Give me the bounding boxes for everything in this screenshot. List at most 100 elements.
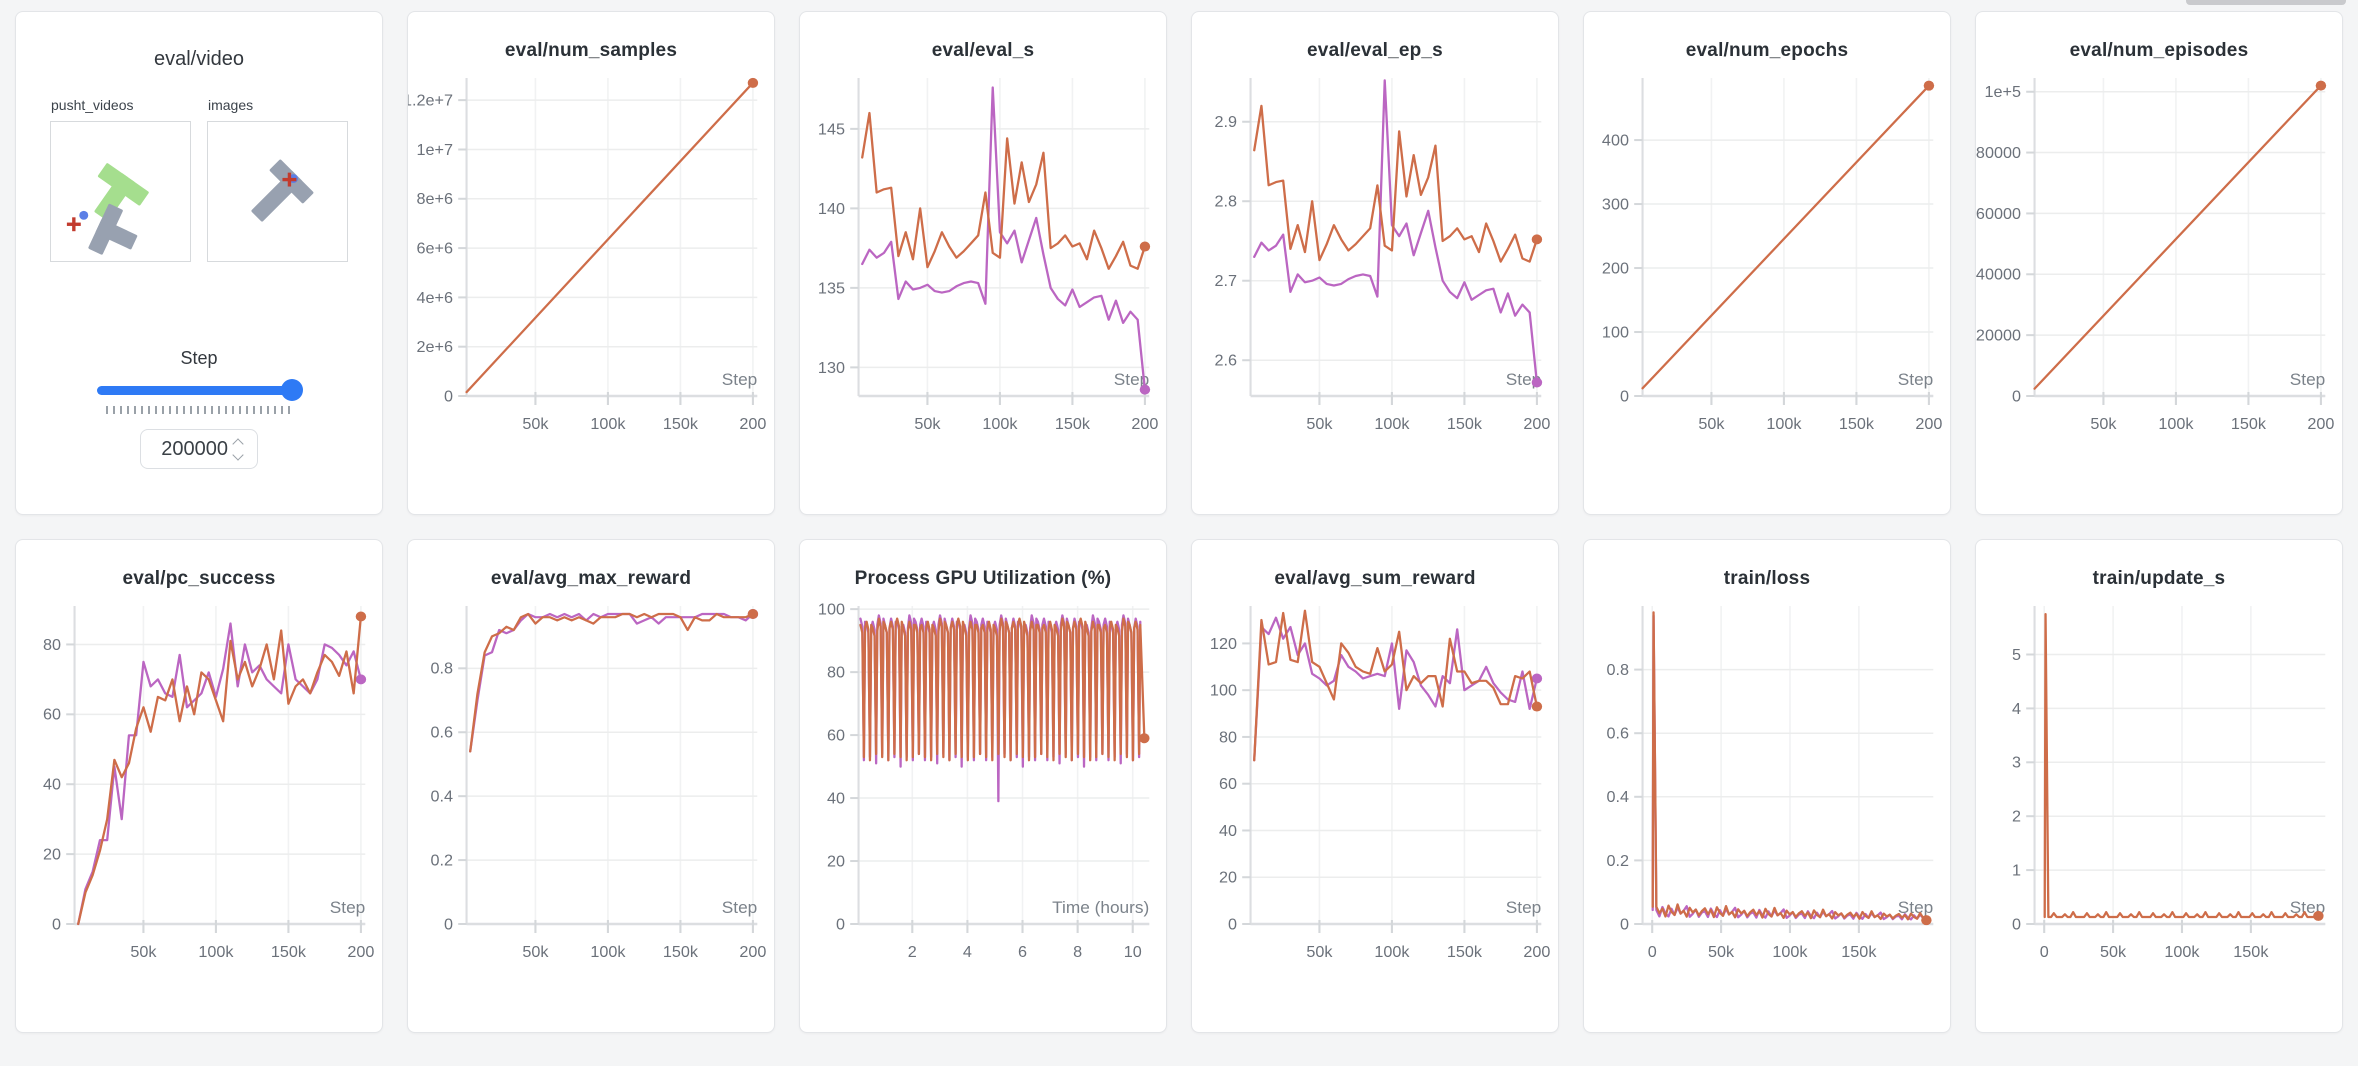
panel-eval-pc-success[interactable]: eval/pc_success 0 20 40 60 80 50k 100k 150k 200 S…: [15, 539, 383, 1033]
step-slider[interactable]: [97, 379, 303, 401]
images-scene-graphic: [251, 159, 314, 222]
svg-text:2.9: 2.9: [1214, 114, 1237, 131]
svg-text:60: 60: [1219, 776, 1237, 793]
svg-text:100: 100: [818, 602, 845, 619]
svg-text:100: 100: [1210, 683, 1237, 700]
svg-text:Step: Step: [1506, 898, 1541, 917]
step-value-input[interactable]: [156, 437, 228, 461]
step-input-box[interactable]: [140, 429, 258, 469]
panel-eval-eval-s[interactable]: eval/eval_s 130 135 140 145 50k 100k 150k 200 St…: [799, 11, 1167, 515]
svg-text:0.4: 0.4: [430, 789, 453, 806]
pusht-scene-graphic: [66, 163, 149, 255]
svg-text:150k: 150k: [1839, 416, 1874, 433]
chart-title: eval/eval_ep_s: [1307, 40, 1443, 61]
svg-text:80: 80: [1219, 730, 1237, 747]
panel-eval-eval-ep-s[interactable]: eval/eval_ep_s 2.6 2.7 2.8 2.9 50k 100k 150k 20…: [1191, 11, 1559, 515]
svg-text:130: 130: [818, 360, 845, 377]
panel-eval-num-samples[interactable]: eval/num_samples 0 2e+6 4e+6 6e+6 8e+6 1e+7 1.…: [407, 11, 775, 515]
video-panel-title: eval/video: [153, 48, 245, 70]
stepper-up-icon[interactable]: [232, 437, 244, 450]
svg-text:60: 60: [43, 707, 61, 724]
slider-thumb[interactable]: [281, 379, 303, 401]
chart-canvas: 0 1 2 3 4 5 0 50k 100k 150k Step: [1976, 594, 2342, 986]
svg-text:120: 120: [1210, 636, 1237, 653]
chart-canvas: 0 20 40 60 80 50k 100k 150k 200 Step: [16, 594, 382, 986]
svg-text:2: 2: [908, 944, 917, 961]
svg-text:150k: 150k: [271, 944, 306, 961]
chart-canvas: 0 0.2 0.4 0.6 0.8 50k 100k 150k 200 Step: [408, 594, 774, 986]
chart-canvas: 0 20000 40000 60000 80000 1e+5 50k 100k 150k 200 S…: [1976, 66, 2342, 458]
svg-text:200: 200: [739, 416, 766, 433]
svg-text:50k: 50k: [522, 416, 548, 433]
svg-text:400: 400: [1602, 133, 1629, 150]
svg-text:0: 0: [1620, 389, 1629, 406]
svg-text:200: 200: [1602, 261, 1629, 278]
svg-text:0: 0: [444, 389, 453, 406]
pusht-video-thumbnail[interactable]: [50, 121, 191, 262]
svg-text:100k: 100k: [2164, 944, 2199, 961]
svg-text:50k: 50k: [914, 416, 940, 433]
chart-canvas: 2.6 2.7 2.8 2.9 50k 100k 150k 200 Step: [1192, 66, 1558, 458]
media-row: pusht_videos: [16, 97, 382, 262]
svg-text:100k: 100k: [982, 416, 1017, 433]
svg-text:200: 200: [347, 944, 374, 961]
svg-text:150k: 150k: [2231, 416, 2266, 433]
svg-text:0: 0: [836, 917, 845, 934]
svg-text:100k: 100k: [590, 944, 625, 961]
chart-title: eval/num_episodes: [2069, 40, 2249, 61]
chart-canvas: 130 135 140 145 50k 100k 150k 200 Step: [800, 66, 1166, 458]
svg-text:Step: Step: [2290, 370, 2325, 389]
svg-text:0: 0: [2012, 917, 2021, 934]
svg-text:135: 135: [818, 281, 845, 298]
media-figure-pusht-videos[interactable]: pusht_videos: [50, 97, 191, 262]
panel-eval-num-epochs[interactable]: eval/num_epochs 0 100 200 300 400 50k 100k 150k…: [1583, 11, 1951, 515]
stepper-down-icon[interactable]: [232, 448, 244, 461]
svg-text:Step: Step: [722, 898, 757, 917]
svg-text:100k: 100k: [2158, 416, 2193, 433]
svg-text:Step: Step: [1898, 898, 1933, 917]
images-thumbnail[interactable]: [207, 121, 348, 262]
stepper: [232, 437, 244, 461]
svg-text:50k: 50k: [1708, 944, 1734, 961]
svg-text:140: 140: [818, 201, 845, 218]
svg-text:1e+5: 1e+5: [1984, 84, 2021, 101]
panel-process-gpu-utilization[interactable]: Process GPU Utilization (%) 0 20 40 60 80 100…: [799, 539, 1167, 1033]
chart-title: eval/eval_s: [931, 40, 1035, 61]
svg-text:200: 200: [1131, 416, 1158, 433]
svg-text:0: 0: [2040, 944, 2049, 961]
panel-eval-avg-sum-reward[interactable]: eval/avg_sum_reward 0 20 40 60 80 100 120 50k 10…: [1191, 539, 1559, 1033]
svg-text:0: 0: [1648, 944, 1657, 961]
panel-eval-avg-max-reward[interactable]: eval/avg_max_reward 0 0.2 0.4 0.6 0.8 50k 100k…: [407, 539, 775, 1033]
svg-text:2.8: 2.8: [1214, 194, 1237, 211]
slider-tick-ruler: [106, 406, 292, 414]
svg-text:5: 5: [2012, 647, 2021, 664]
svg-text:100k: 100k: [1766, 416, 1801, 433]
slider-track[interactable]: [97, 386, 301, 395]
svg-text:Time (hours): Time (hours): [1052, 898, 1149, 917]
svg-text:80: 80: [827, 665, 845, 682]
svg-text:80000: 80000: [1976, 145, 2021, 162]
chart-title: Process GPU Utilization (%): [854, 568, 1112, 589]
svg-text:200: 200: [739, 944, 766, 961]
svg-text:60: 60: [827, 728, 845, 745]
media-label: pusht_videos: [51, 97, 134, 113]
svg-text:Step: Step: [1898, 370, 1933, 389]
svg-text:4: 4: [2012, 701, 2021, 718]
panel-eval-num-episodes[interactable]: eval/num_episodes 0 20000 40000 60000 80000 1…: [1975, 11, 2343, 515]
svg-text:2e+6: 2e+6: [416, 339, 453, 356]
svg-text:Step: Step: [330, 898, 365, 917]
svg-text:200: 200: [1915, 416, 1942, 433]
svg-text:Step: Step: [722, 370, 757, 389]
panel-train-update-s[interactable]: train/update_s 0 1 2 3 4 5 0 50k 100k 150k Step: [1975, 539, 2343, 1033]
panel-eval-video[interactable]: eval/video pusht_videos: [15, 11, 383, 515]
svg-text:150k: 150k: [2233, 944, 2268, 961]
chart-canvas: 0 0.2 0.4 0.6 0.8 0 50k 100k 150k Step: [1584, 594, 1950, 986]
media-figure-images[interactable]: images: [207, 97, 348, 262]
chart-title: eval/num_samples: [504, 40, 678, 61]
panel-train-loss[interactable]: train/loss 0 0.2 0.4 0.6 0.8 0 50k 100k 150k Step: [1583, 539, 1951, 1033]
clipped-panel-edge: [2186, 0, 2346, 5]
svg-text:100k: 100k: [198, 944, 233, 961]
chart-title: eval/num_epochs: [1685, 40, 1849, 61]
svg-text:0: 0: [1228, 917, 1237, 934]
svg-text:50k: 50k: [1306, 944, 1332, 961]
